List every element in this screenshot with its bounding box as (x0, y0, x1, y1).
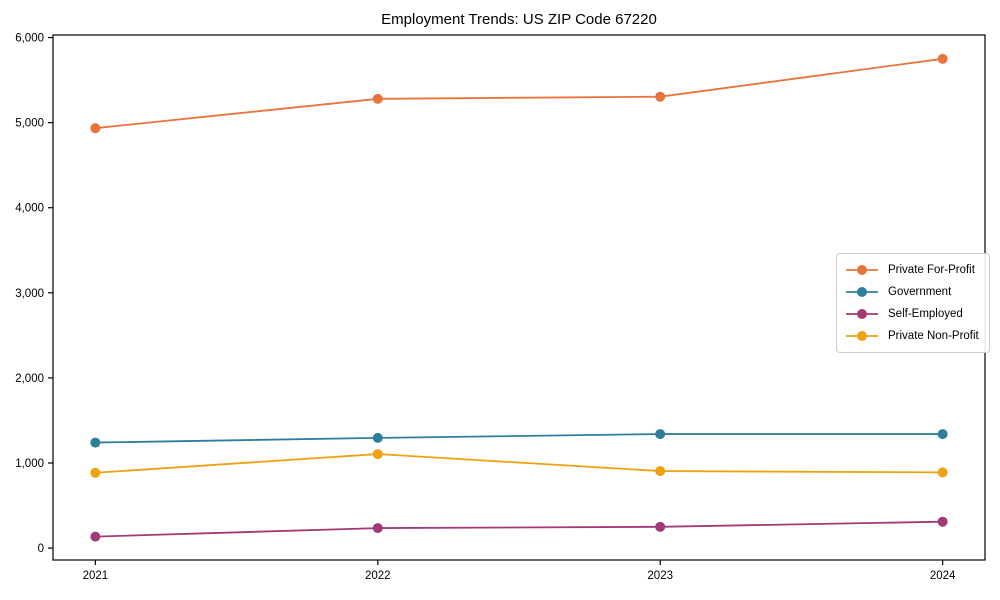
data-point (937, 429, 948, 440)
legend-item: Self-Employed (845, 303, 979, 325)
series-line (94, 520, 944, 538)
data-point (90, 437, 101, 448)
legend-marker-icon (846, 309, 878, 319)
data-point (655, 521, 666, 532)
data-point (655, 429, 666, 440)
legend-label: Government (888, 286, 952, 298)
y-tick-label: 0 (38, 543, 44, 555)
legend: Private For-Profit Government Self-Employe… (836, 253, 990, 353)
x-tick-label: 2023 (647, 570, 673, 582)
y-tick-label: 3,000 (15, 288, 44, 300)
data-point (372, 93, 383, 104)
legend-item: Government (845, 281, 979, 303)
data-point (90, 123, 101, 134)
y-tick-label: 5,000 (15, 118, 44, 130)
legend-label: Self-Employed (888, 308, 963, 320)
y-tick-label: 6,000 (15, 33, 44, 45)
x-tick-label: 2024 (930, 570, 956, 582)
legend-marker-icon (846, 331, 878, 341)
data-point (372, 449, 383, 460)
x-tick-label: 2021 (83, 570, 109, 582)
y-tick-label: 2,000 (15, 373, 44, 385)
data-point (655, 466, 666, 477)
legend-item: Private Non-Profit (845, 325, 979, 347)
data-point (372, 432, 383, 443)
data-point (90, 467, 101, 478)
y-tick-label: 1,000 (15, 458, 44, 470)
legend-marker-icon (846, 287, 878, 297)
legend-item: Private For-Profit (845, 259, 979, 281)
data-point (937, 467, 948, 478)
chart-title: Employment Trends: US ZIP Code 67220 (381, 11, 657, 28)
data-point (937, 53, 948, 64)
data-point (655, 91, 666, 102)
data-point (372, 523, 383, 534)
data-point (90, 531, 101, 542)
x-tick-label: 2022 (365, 570, 391, 582)
legend-marker-icon (846, 265, 878, 275)
legend-label: Private Non-Profit (888, 330, 979, 342)
data-point (937, 516, 948, 527)
series-line (94, 453, 944, 474)
series-line (94, 57, 944, 130)
series-line (94, 433, 944, 444)
y-tick-label: 4,000 (15, 203, 44, 215)
legend-label: Private For-Profit (888, 264, 975, 276)
